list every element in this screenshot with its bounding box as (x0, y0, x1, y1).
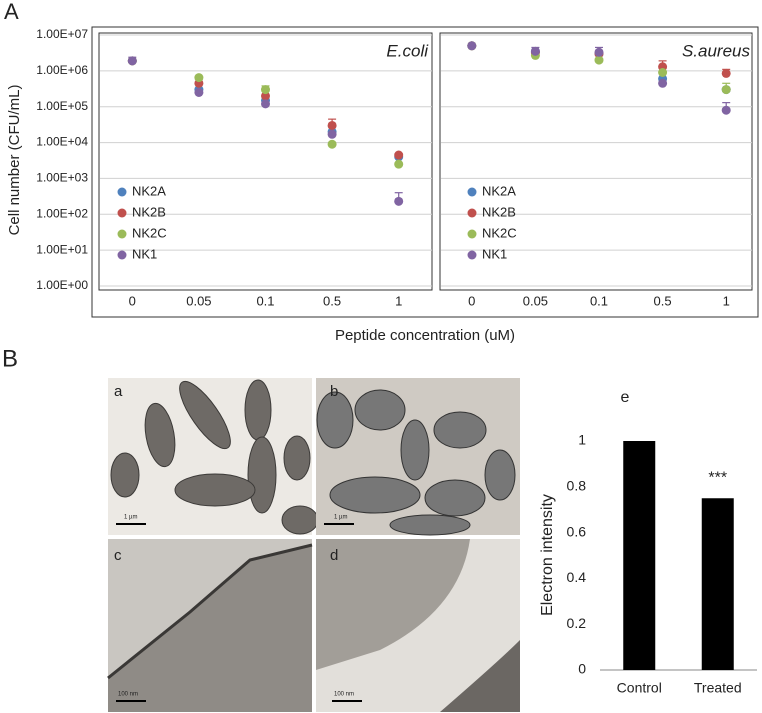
y-tick-label: 0 (578, 661, 586, 677)
panel-label: A (4, 0, 19, 24)
y-tick-label: 1.00E+06 (36, 63, 88, 77)
chart-title: E.coli (386, 41, 429, 60)
scale-label: 100 nm (334, 692, 354, 698)
y-tick-label: 1.00E+05 (36, 99, 88, 113)
x-tick-label: 0.1 (590, 293, 608, 308)
point (594, 55, 604, 65)
bar (623, 441, 656, 670)
x-tick-label: Treated (694, 680, 742, 696)
micrograph-label: b (330, 383, 338, 400)
point (530, 46, 540, 56)
point (394, 150, 404, 160)
legend-marker (117, 208, 127, 218)
panel-label: e (621, 389, 630, 406)
cell-section (108, 545, 312, 712)
point (327, 129, 337, 139)
scale-label: 100 nm (118, 692, 138, 698)
y-tick-label: 0.8 (567, 478, 587, 494)
y-tick-label: 1.00E+01 (36, 242, 88, 256)
point (327, 120, 337, 130)
legend-label: NK2C (482, 225, 517, 240)
point (127, 56, 137, 66)
legend-label: NK2A (132, 183, 166, 198)
legend-marker (467, 208, 477, 218)
point (261, 85, 270, 95)
x-tick-label: 0 (468, 293, 475, 308)
legend-label: NK1 (482, 246, 507, 261)
cell-section (440, 640, 520, 712)
point (261, 99, 270, 109)
point (658, 67, 668, 77)
point (261, 91, 270, 101)
bar (701, 498, 734, 670)
micrograph-label: a (114, 383, 123, 400)
y-tick-label: 1.00E+03 (36, 171, 88, 185)
plot-frame (98, 32, 433, 291)
x-tick-label: 0.05 (523, 293, 548, 308)
legend-label: NK2C (132, 225, 167, 240)
x-tick-label: Control (617, 680, 662, 696)
x-tick-label: 0 (129, 293, 136, 308)
micrographs: 1 µm 1 µm 100 nm 100 nm a b c d (107, 378, 520, 712)
legend-marker (117, 229, 127, 239)
legend-label: NK2A (482, 183, 516, 198)
y-tick-label: 1 (578, 432, 586, 448)
cell-wall (107, 543, 313, 680)
legend-label: NK2B (132, 204, 166, 219)
scale-label: 1 µm (334, 515, 347, 521)
y-tick-label: 0.2 (567, 615, 587, 631)
y-axis-label: Cell number (CFU/mL) (6, 85, 23, 236)
legend-marker (467, 229, 477, 239)
x-tick-label: 0.1 (256, 293, 274, 308)
outer-frame (91, 26, 759, 318)
x-tick-label: 0.05 (186, 293, 211, 308)
panel-label: B (2, 345, 18, 372)
point (658, 78, 668, 88)
micrograph-label: d (330, 547, 338, 564)
legend-marker (117, 250, 127, 260)
point (194, 73, 204, 83)
x-tick-label: 1 (723, 293, 730, 308)
micrograph-label: c (114, 547, 122, 564)
y-tick-label: 1.00E+04 (36, 135, 88, 149)
x-tick-label: 1 (395, 293, 402, 308)
point (194, 87, 204, 97)
point (394, 159, 404, 169)
scale-label: 1 µm (124, 515, 137, 521)
cells (316, 389, 516, 536)
y-tick-label: 0.6 (567, 523, 587, 539)
point (327, 139, 337, 149)
y-tick-label: 1.00E+07 (36, 27, 88, 41)
annotation: *** (708, 469, 727, 486)
y-tick-label: 0.4 (567, 569, 587, 585)
cell-section (316, 539, 470, 670)
point (594, 47, 604, 57)
x-tick-label: 0.5 (323, 293, 341, 308)
point (721, 85, 731, 95)
y-tick-label: 1.00E+02 (36, 206, 88, 220)
legend-marker (117, 187, 127, 197)
chart-title: S.aureus (682, 41, 751, 60)
cells (110, 379, 319, 535)
point (721, 105, 731, 115)
point (394, 196, 404, 206)
x-tick-label: 0.5 (654, 293, 672, 308)
point (467, 41, 477, 51)
plot-frame (439, 32, 753, 291)
y-axis-label: Electron intensity (539, 494, 556, 616)
legend-label: NK1 (132, 246, 157, 261)
y-tick-label: 1.00E+00 (36, 278, 88, 292)
legend-marker (467, 250, 477, 260)
x-axis-label: Peptide concentration (uM) (335, 327, 515, 344)
point (721, 68, 731, 78)
legend-marker (467, 187, 477, 197)
legend-label: NK2B (482, 204, 516, 219)
